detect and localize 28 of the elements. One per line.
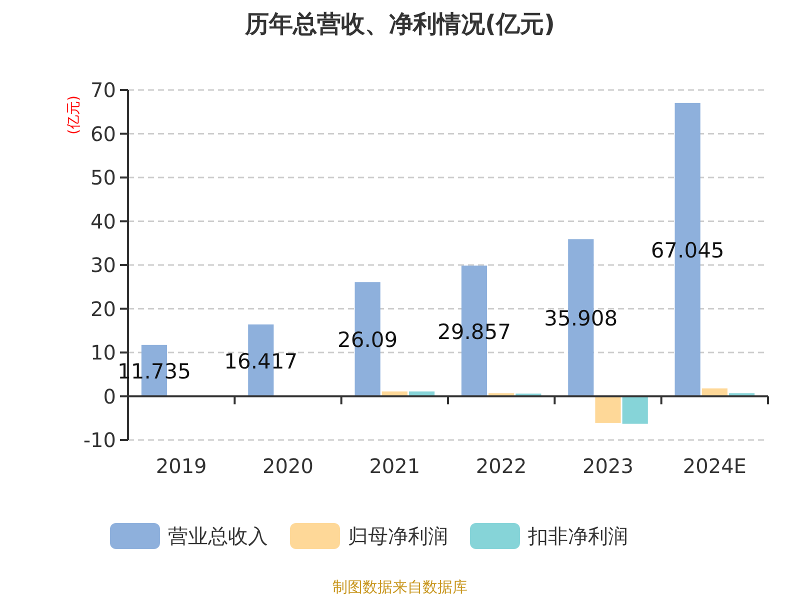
- y-tick-label: 30: [90, 253, 116, 277]
- bar: [622, 396, 648, 424]
- y-tick-label: 70: [90, 78, 116, 102]
- y-tick-label: 40: [90, 209, 116, 234]
- y-tick-label: 60: [90, 122, 116, 146]
- bar: [595, 396, 621, 423]
- text: 制图数据来自数据库: [332, 578, 468, 596]
- chart-title: 历年总营收、净利情况(亿元): [244, 10, 555, 38]
- legend-label: 营业总收入: [168, 524, 268, 548]
- x-tick-label: 2023: [582, 454, 634, 478]
- legend-label: 归母净利润: [348, 524, 448, 548]
- y-tick-label: 10: [90, 340, 116, 364]
- x-tick-label: 2021: [369, 454, 420, 478]
- data-label: 67.045: [650, 238, 724, 263]
- legend-label: 扣非净利润: [527, 524, 628, 548]
- x-tick-label: 2024E: [682, 454, 746, 478]
- y-tick-label: -10: [83, 428, 116, 452]
- x-tick-label: 2022: [476, 454, 527, 478]
- x-tick-label: 2019: [156, 454, 207, 478]
- y-tick-label: 20: [90, 296, 116, 321]
- x-tick-label: 2020: [262, 454, 314, 478]
- y-tick-label: 0: [103, 384, 116, 408]
- y-tick-label: 50: [90, 166, 116, 190]
- data-label: 29.857: [437, 320, 511, 344]
- data-label: 16.417: [224, 349, 298, 374]
- data-label: 35.908: [544, 306, 618, 331]
- data-label: 26.09: [338, 328, 398, 352]
- y-axis-title: (亿元): [66, 96, 82, 134]
